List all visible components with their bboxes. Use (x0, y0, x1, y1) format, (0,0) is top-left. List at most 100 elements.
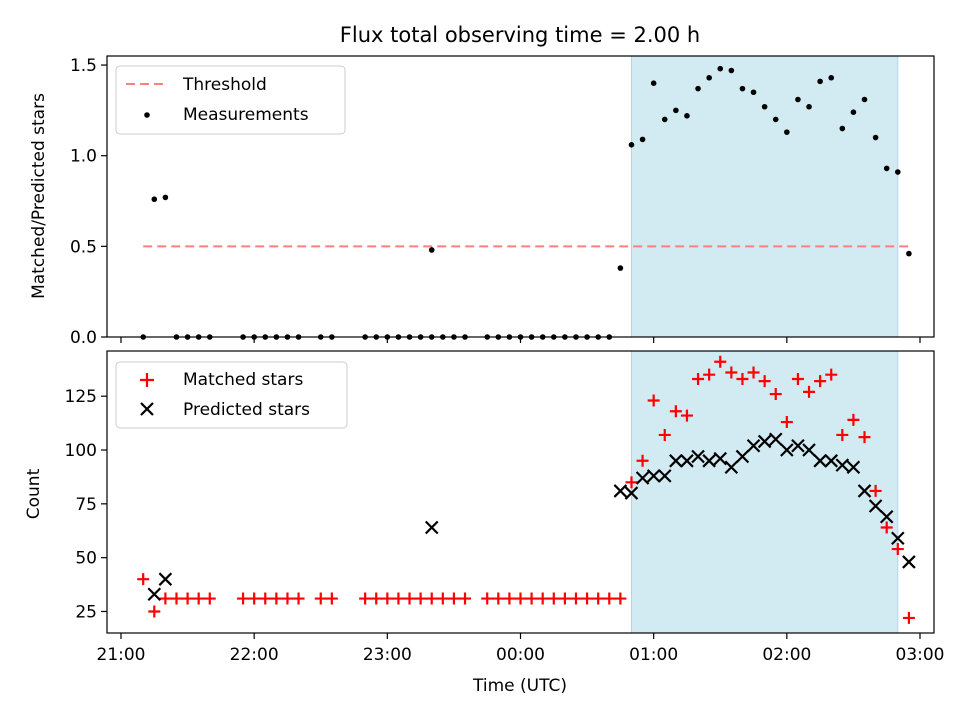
predicted-star-point (735, 449, 750, 464)
measurement-point (428, 247, 435, 253)
measurement-point (795, 96, 801, 103)
matched-star-point (736, 372, 749, 385)
ratio-y-axis-label: Matched/Predicted stars (29, 93, 49, 299)
measurement-point (872, 134, 879, 141)
measurement-point (650, 80, 657, 86)
legend-predicted-label: Predicted stars (183, 400, 310, 420)
count-shaded-region (630, 350, 899, 634)
matched-star-point (636, 454, 649, 467)
matched-star-point (392, 592, 405, 605)
ratio-y-tick-label: 0.5 (70, 237, 97, 257)
matched-star-point (447, 592, 460, 605)
matched-star-point (481, 592, 494, 605)
matched-star-point (181, 592, 194, 605)
predicted-star-point (802, 443, 816, 457)
matched-star-point (237, 592, 250, 605)
x-tick-label: 01:00 (629, 645, 678, 665)
matched-star-point (459, 592, 472, 605)
matched-star-point (425, 592, 438, 605)
chart-title: Flux total observing time = 2.00 h (340, 23, 700, 47)
predicted-star-point (791, 438, 805, 453)
ratio-panel: 0.0 0.5 1.0 1.5 Matched/Predicted stars Thr… (29, 55, 935, 348)
measurement-point (895, 169, 901, 175)
matched-star-point (359, 592, 372, 605)
predicted-star-point (613, 484, 628, 498)
matched-star-point (592, 592, 605, 605)
matched-star-point (803, 385, 816, 398)
predicted-star-point (868, 499, 883, 513)
count-panel: 21:00 22:00 23:00 00:00 01:00 02:00 03:00 25 50 7… (24, 350, 945, 696)
predicted-star-point (824, 454, 838, 468)
predicted-star-point (147, 587, 162, 602)
measurement-point (828, 74, 835, 81)
matched-star-point (836, 428, 849, 441)
measurement-point (906, 250, 912, 257)
count-plot-frame (106, 350, 935, 634)
predicted-star-point (702, 454, 716, 468)
matched-star-point (325, 592, 338, 605)
count-y-tick-label: 50 (75, 549, 97, 569)
predicted-star-point (835, 458, 850, 472)
matched-star-point (880, 521, 893, 534)
matched-star-point (547, 592, 560, 605)
predicted-star-point (780, 443, 794, 457)
matched-star-point (658, 428, 671, 441)
matched-star-point (869, 484, 882, 497)
matched-star-point (414, 592, 427, 605)
matched-star-point (891, 543, 904, 556)
matched-star-point (725, 366, 738, 379)
measurement-point (761, 103, 768, 110)
x-tick-label: 03:00 (896, 645, 945, 665)
measurement-point (772, 116, 779, 123)
matched-star-point (692, 372, 705, 385)
predicted-star-point (657, 469, 672, 483)
matched-star-point (270, 592, 283, 605)
count-y-tick-label: 125 (65, 387, 97, 407)
matched-star-point (503, 592, 516, 605)
count-y-tick-label: 100 (65, 441, 97, 461)
measurement-point (684, 113, 690, 119)
matched-star-point (259, 592, 272, 605)
measurement-point (151, 196, 158, 203)
measurement-point (162, 194, 169, 201)
matched-star-point (492, 592, 505, 605)
measurement-point (806, 103, 812, 110)
measurement-point (661, 116, 668, 123)
legend-matched-label: Matched stars (183, 370, 303, 390)
matched-star-point (436, 592, 449, 605)
measurement-point (739, 85, 746, 92)
predicted-star-point (879, 509, 894, 524)
predicted-star-point (813, 454, 827, 468)
predicted-star-point (646, 469, 661, 483)
matched-star-point (381, 592, 394, 605)
matched-star-point (281, 592, 294, 605)
matched-star-point (170, 592, 183, 605)
matched-star-point (403, 592, 416, 605)
count-y-tick-label: 25 (75, 602, 97, 622)
measurement-point (850, 109, 857, 115)
predicted-star-point (424, 520, 439, 535)
matched-star-point (159, 592, 172, 605)
matched-star-point (669, 405, 682, 418)
predicted-star-point (846, 460, 861, 475)
predicted-star-point (669, 454, 683, 468)
predicted-star-point (635, 471, 650, 485)
legend-predicted-swatch (140, 402, 154, 416)
measurement-point (728, 67, 735, 74)
predicted-star-point (768, 432, 783, 447)
x-tick-label: 21:00 (97, 645, 146, 665)
matched-star-point (581, 592, 594, 605)
predicted-star-point (746, 438, 761, 453)
measurement-point (695, 85, 701, 92)
measurement-point (861, 96, 868, 103)
matched-star-point (703, 368, 716, 381)
matched-star-point (558, 592, 571, 605)
count-y-tick-label: 75 (75, 495, 97, 515)
measurement-point (750, 89, 757, 96)
matched-star-point (248, 592, 261, 605)
matched-star-point (625, 476, 638, 489)
matched-star-point (569, 592, 582, 605)
x-tick-label: 02:00 (762, 645, 811, 665)
ratio-plot-frame (106, 55, 935, 338)
matched-star-point (825, 368, 838, 381)
